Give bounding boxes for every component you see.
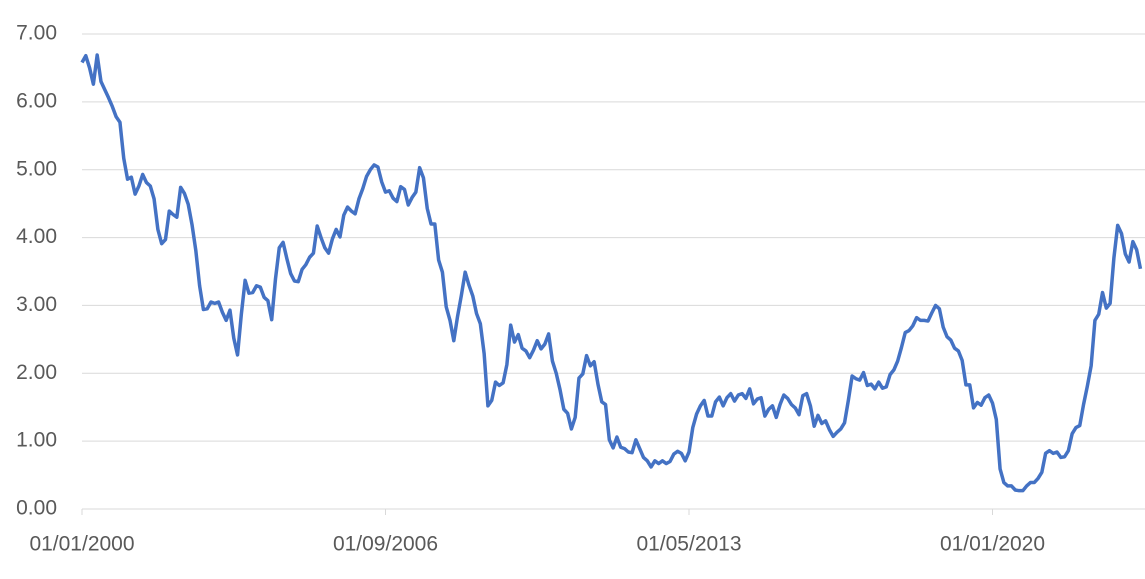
y-tick-label: 5.00 xyxy=(16,157,57,180)
x-tick-label: 01/09/2006 xyxy=(333,533,438,556)
y-tick-label: 7.00 xyxy=(16,22,57,45)
y-tick-label: 4.00 xyxy=(16,225,57,248)
y-tick-label: 3.00 xyxy=(16,293,57,316)
y-tick-label: 6.00 xyxy=(16,89,57,112)
x-tick-label: 01/01/2020 xyxy=(940,533,1045,556)
line-series xyxy=(80,53,1143,493)
x-tick-label: 01/05/2013 xyxy=(636,533,741,556)
x-tick-label: 01/01/2000 xyxy=(29,533,134,556)
y-tick-label: 0.00 xyxy=(16,497,57,520)
y-tick-label: 1.00 xyxy=(16,429,57,452)
y-tick-label: 2.00 xyxy=(16,361,57,384)
